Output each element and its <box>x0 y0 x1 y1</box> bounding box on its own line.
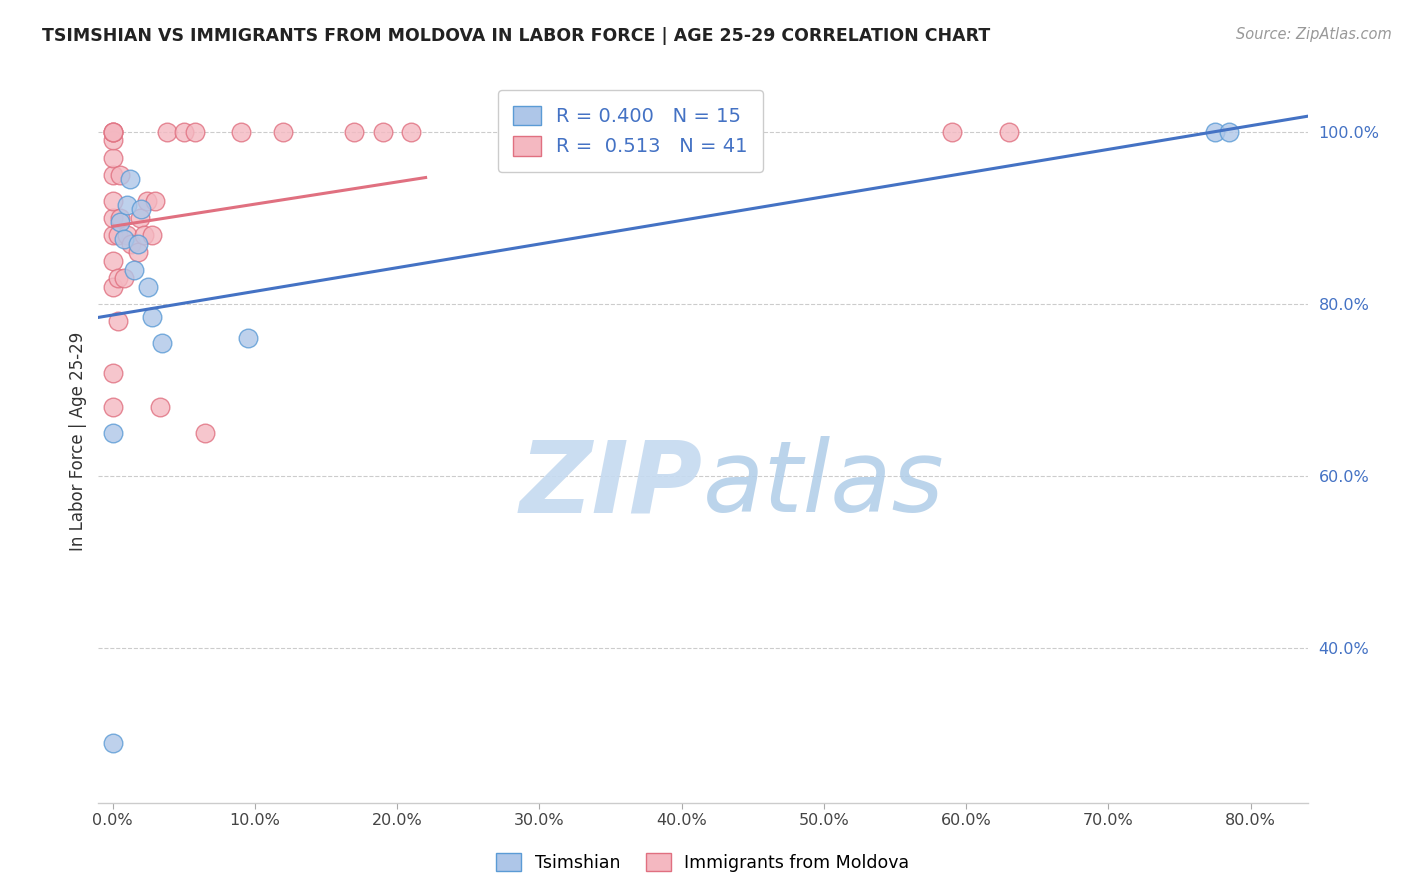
Point <box>152 335 174 350</box>
Point <box>135 194 157 208</box>
Point <box>108 168 131 182</box>
Point <box>101 125 124 139</box>
Point <box>101 366 124 380</box>
Point <box>108 215 131 229</box>
Point <box>107 228 129 243</box>
Point <box>184 125 207 139</box>
Point <box>101 133 124 147</box>
Text: TSIMSHIAN VS IMMIGRANTS FROM MOLDOVA IN LABOR FORCE | AGE 25-29 CORRELATION CHAR: TSIMSHIAN VS IMMIGRANTS FROM MOLDOVA IN … <box>42 27 990 45</box>
Point <box>101 151 124 165</box>
Point <box>585 125 607 139</box>
Point <box>129 202 152 217</box>
Point <box>141 310 163 324</box>
Point <box>149 400 172 414</box>
Point <box>343 125 366 139</box>
Point <box>101 194 124 208</box>
Point <box>107 314 129 328</box>
Point <box>229 125 252 139</box>
Point <box>515 125 537 139</box>
Point <box>101 253 124 268</box>
Point <box>115 228 138 243</box>
Point <box>1204 125 1226 139</box>
Point <box>101 425 124 440</box>
Text: ZIP: ZIP <box>520 436 703 533</box>
Point <box>143 194 166 208</box>
Point <box>112 232 135 246</box>
Point <box>122 262 145 277</box>
Point <box>132 228 155 243</box>
Point <box>108 211 131 225</box>
Point <box>136 279 159 293</box>
Point <box>115 198 138 212</box>
Point <box>128 211 150 225</box>
Legend: Tsimshian, Immigrants from Moldova: Tsimshian, Immigrants from Moldova <box>489 847 917 879</box>
Point <box>107 271 129 285</box>
Point <box>101 211 124 225</box>
Text: atlas: atlas <box>703 436 945 533</box>
Point <box>236 331 259 345</box>
Point <box>194 425 217 440</box>
Point <box>1218 125 1240 139</box>
Point <box>120 236 142 251</box>
Point <box>101 168 124 182</box>
Point <box>112 271 135 285</box>
Point <box>101 279 124 293</box>
Point <box>101 228 124 243</box>
Point <box>118 172 141 186</box>
Legend: R = 0.400   N = 15, R =  0.513   N = 41: R = 0.400 N = 15, R = 0.513 N = 41 <box>498 90 763 172</box>
Point <box>273 125 295 139</box>
Point <box>998 125 1021 139</box>
Point <box>941 125 963 139</box>
Point <box>401 125 423 139</box>
Point <box>173 125 195 139</box>
Point <box>101 125 124 139</box>
Point <box>141 228 163 243</box>
Point <box>127 236 149 251</box>
Point <box>101 125 124 139</box>
Point <box>371 125 394 139</box>
Point <box>101 400 124 414</box>
Y-axis label: In Labor Force | Age 25-29: In Labor Force | Age 25-29 <box>69 332 87 551</box>
Point <box>127 245 149 260</box>
Text: Source: ZipAtlas.com: Source: ZipAtlas.com <box>1236 27 1392 42</box>
Point <box>101 735 124 749</box>
Point <box>156 125 179 139</box>
